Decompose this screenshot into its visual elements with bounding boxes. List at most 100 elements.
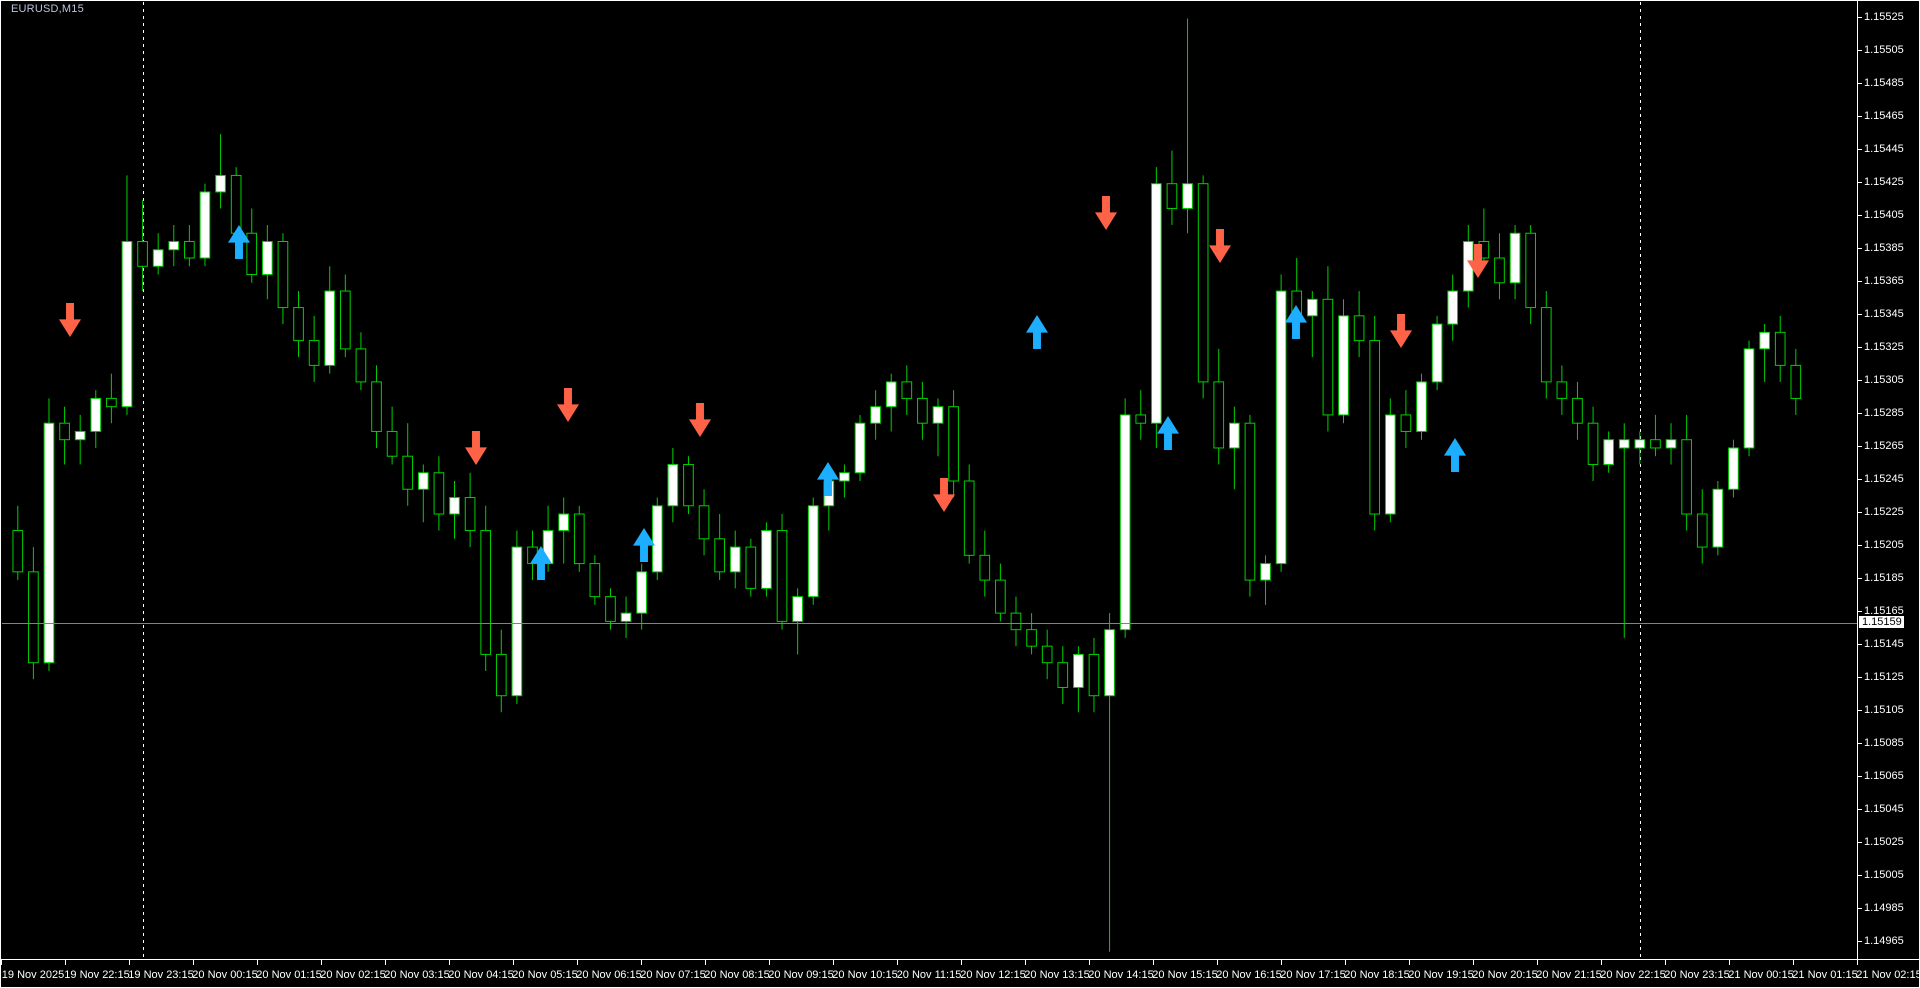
time-axis-separator bbox=[1793, 960, 1794, 965]
time-axis-tick: 20 Nov 09:15 bbox=[768, 969, 834, 981]
signal-arrows bbox=[59, 196, 1489, 580]
time-axis-tick: 20 Nov 15:15 bbox=[1152, 969, 1218, 981]
candle bbox=[1634, 431, 1646, 465]
candle bbox=[1712, 481, 1724, 556]
candle bbox=[839, 464, 850, 498]
candle bbox=[1384, 398, 1396, 523]
candle-body bbox=[262, 241, 273, 276]
candle-body bbox=[1197, 183, 1209, 383]
sell-arrow-icon bbox=[59, 303, 81, 337]
chart-plot-area[interactable] bbox=[2, 2, 1858, 960]
price-axis-tick: 1.15505 bbox=[1858, 43, 1904, 56]
candle bbox=[59, 406, 70, 465]
candle-body bbox=[1260, 563, 1271, 581]
candle-body bbox=[1182, 183, 1193, 209]
candle bbox=[1665, 423, 1677, 465]
candle bbox=[776, 514, 788, 630]
candle bbox=[1041, 629, 1053, 680]
time-axis-separator bbox=[1537, 960, 1538, 965]
price-axis-tick: 1.15385 bbox=[1858, 241, 1904, 254]
candle bbox=[729, 530, 741, 589]
time-axis-separator bbox=[1089, 960, 1090, 965]
candle bbox=[277, 233, 289, 325]
candle bbox=[807, 497, 819, 605]
candle-body bbox=[277, 241, 289, 309]
candle-body bbox=[59, 422, 70, 441]
price-axis-tick: 1.15225 bbox=[1858, 506, 1904, 519]
candle bbox=[885, 373, 897, 432]
time-axis-separator bbox=[1281, 960, 1282, 965]
price-axis-tick: 1.15265 bbox=[1858, 439, 1904, 452]
candle-body bbox=[885, 381, 897, 408]
candle-body bbox=[761, 530, 772, 589]
candle bbox=[1338, 299, 1349, 424]
candle bbox=[464, 472, 476, 548]
price-axis-tick: 1.15085 bbox=[1858, 737, 1904, 750]
price-axis[interactable]: 1.15525 1.15505 1.15485 1.15465 1.15445 1.154… bbox=[1857, 1, 1919, 961]
time-axis-separator bbox=[897, 960, 898, 965]
candle bbox=[28, 547, 39, 680]
candle-body bbox=[1369, 340, 1381, 515]
candle-body bbox=[714, 538, 725, 573]
candle-body bbox=[246, 232, 258, 276]
candle-body bbox=[995, 579, 1006, 614]
candle bbox=[1650, 414, 1661, 457]
candle-body bbox=[12, 530, 24, 573]
candle bbox=[698, 489, 710, 556]
time-axis-tick: 21 Nov 00:15 bbox=[1728, 969, 1794, 981]
candle-body bbox=[558, 513, 570, 532]
time-axis-separator bbox=[513, 960, 514, 965]
candle bbox=[402, 423, 414, 506]
candle-body bbox=[1759, 331, 1770, 350]
candle-body bbox=[854, 422, 866, 474]
candle-body bbox=[683, 463, 694, 507]
sell-arrow-icon bbox=[465, 431, 487, 465]
candle bbox=[1151, 167, 1162, 448]
candle bbox=[995, 563, 1006, 622]
candle bbox=[449, 481, 460, 539]
candle-body bbox=[1057, 662, 1069, 688]
buy-arrow-icon bbox=[1026, 315, 1048, 349]
candle bbox=[43, 398, 55, 671]
time-axis-separator bbox=[961, 960, 962, 965]
candle-body bbox=[386, 430, 398, 457]
time-axis-tick: 20 Nov 10:15 bbox=[832, 969, 898, 981]
candle-body bbox=[1587, 422, 1599, 465]
candle bbox=[870, 390, 881, 440]
candle-body bbox=[573, 513, 585, 565]
candle bbox=[605, 588, 616, 630]
candle-body bbox=[1774, 331, 1786, 366]
time-axis-tick: 20 Nov 05:15 bbox=[512, 969, 578, 981]
symbol-timeframe-label: EURUSD,M15 bbox=[11, 3, 84, 15]
buy-arrow-icon bbox=[1444, 438, 1466, 472]
time-axis[interactable]: 19 Nov 2025 19 Nov 22:15 19 Nov 23:15 20 No… bbox=[1, 959, 1919, 987]
candle-body bbox=[74, 430, 86, 441]
time-axis-separator bbox=[1345, 960, 1346, 965]
candle-body bbox=[371, 381, 382, 432]
price-axis-tick: 1.15425 bbox=[1858, 175, 1904, 188]
time-axis-tick: 20 Nov 11:15 bbox=[896, 969, 962, 981]
candle-body bbox=[1618, 439, 1630, 449]
sell-arrow-icon bbox=[1390, 314, 1412, 348]
candle-body bbox=[1119, 414, 1131, 631]
candle bbox=[667, 447, 679, 523]
time-axis-separator bbox=[1473, 960, 1474, 965]
candle-body bbox=[464, 497, 476, 532]
candle bbox=[215, 134, 226, 209]
candle bbox=[168, 224, 180, 267]
candle-body bbox=[979, 554, 991, 581]
candle-body bbox=[917, 397, 928, 424]
sell-arrow-icon bbox=[1209, 229, 1231, 263]
candle bbox=[1525, 224, 1537, 325]
candle-body bbox=[28, 571, 39, 664]
time-axis-separator bbox=[385, 960, 386, 965]
candle-body bbox=[402, 455, 414, 490]
candle-body bbox=[1213, 381, 1225, 449]
candle-body bbox=[1026, 629, 1037, 647]
time-axis-separator bbox=[1409, 960, 1410, 965]
price-axis-tick: 1.15525 bbox=[1858, 10, 1904, 23]
time-axis-tick: 20 Nov 04:15 bbox=[448, 969, 514, 981]
candle bbox=[106, 373, 117, 424]
candle bbox=[1447, 274, 1459, 341]
candle bbox=[683, 456, 694, 515]
